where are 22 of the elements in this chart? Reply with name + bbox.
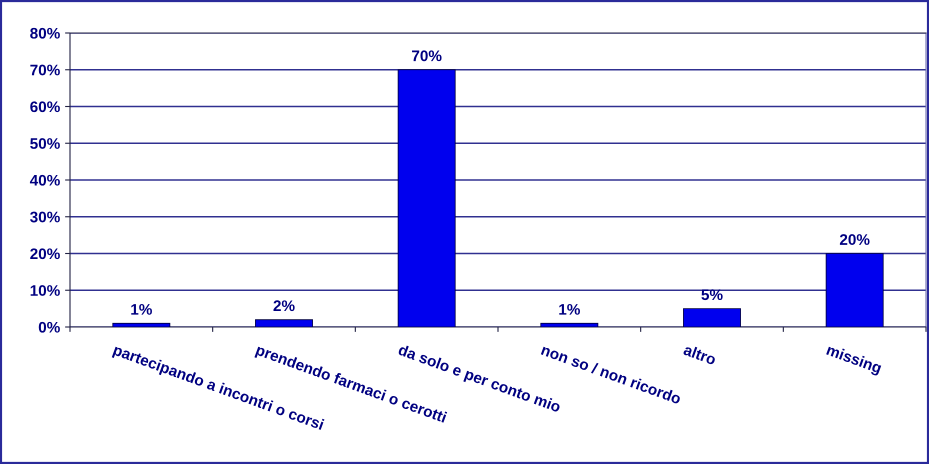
y-tick-label: 80% <box>30 28 60 39</box>
bar <box>540 322 598 327</box>
data-label: 2% <box>273 300 295 312</box>
data-label: 20% <box>840 234 870 245</box>
data-label: 5% <box>701 289 723 300</box>
data-label: 70% <box>412 50 442 62</box>
y-tick-label: 20% <box>30 248 60 260</box>
y-tick-label: 50% <box>30 138 60 149</box>
y-tick-label: 30% <box>30 212 60 222</box>
y-tick-label: 40% <box>30 174 60 186</box>
data-label: 1% <box>559 304 580 315</box>
x-tick-label: altro <box>682 344 717 366</box>
data-label: 1% <box>131 304 152 315</box>
bar <box>826 253 884 327</box>
bar <box>683 308 741 327</box>
y-tick-label: 0% <box>38 322 60 333</box>
bar <box>398 69 456 327</box>
bar <box>255 319 313 327</box>
bar <box>112 322 170 327</box>
y-tick-label: 70% <box>30 64 60 76</box>
y-tick-label: 60% <box>30 101 60 112</box>
y-tick-label: 10% <box>30 285 60 296</box>
